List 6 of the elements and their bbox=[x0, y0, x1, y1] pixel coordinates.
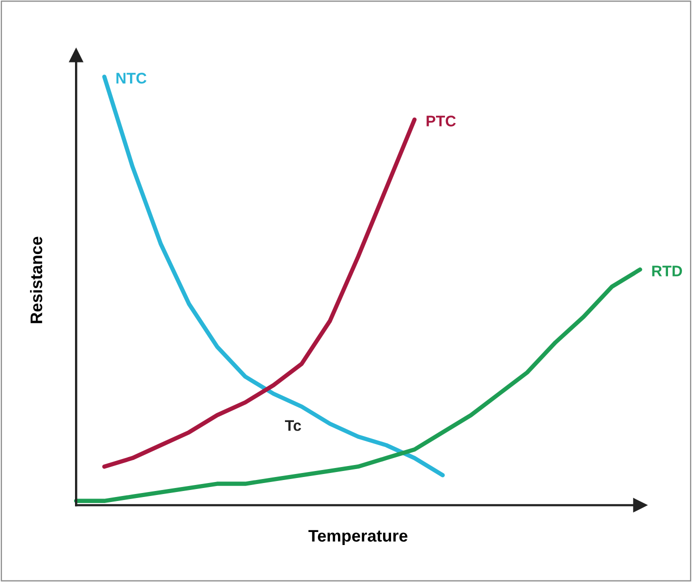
series-label: NTC bbox=[116, 72, 146, 84]
series-label: PTC bbox=[426, 116, 456, 126]
y-axis-title: Resistance bbox=[30, 236, 42, 324]
annotation: Tc bbox=[284, 420, 302, 431]
series-label: RTD bbox=[652, 266, 682, 276]
x-axis-title: Temperature bbox=[308, 530, 408, 546]
